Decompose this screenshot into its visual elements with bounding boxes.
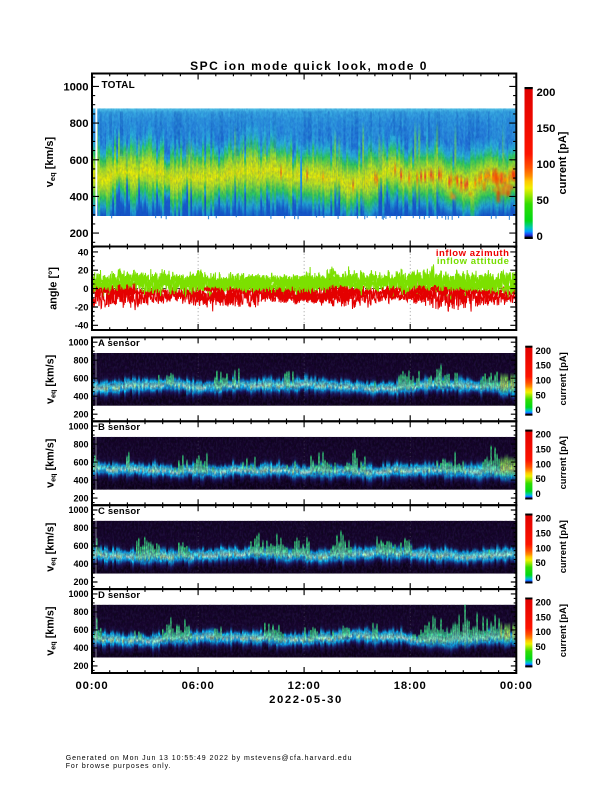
svg-text:-20: -20 [75, 302, 89, 313]
svg-text:800: 800 [73, 439, 88, 449]
svg-text:veq [km/s]: veq [km/s] [45, 523, 58, 572]
svg-text:A sensor: A sensor [98, 338, 140, 349]
svg-text:00:00: 00:00 [500, 680, 533, 692]
svg-text:inflow attitude: inflow attitude [437, 256, 510, 267]
svg-text:800: 800 [73, 355, 88, 365]
svg-text:06:00: 06:00 [182, 680, 215, 692]
svg-text:400: 400 [70, 191, 89, 203]
svg-text:600: 600 [73, 457, 88, 467]
svg-text:SPC ion mode quick look, mode: SPC ion mode quick look, mode 0 [190, 59, 428, 73]
svg-text:200: 200 [70, 228, 89, 240]
svg-text:200: 200 [73, 493, 88, 503]
svg-text:200: 200 [536, 430, 552, 440]
svg-text:400: 400 [73, 475, 88, 485]
svg-text:150: 150 [536, 612, 552, 622]
svg-text:0: 0 [536, 573, 541, 583]
svg-text:100: 100 [536, 459, 552, 469]
svg-text:100: 100 [536, 543, 552, 553]
svg-text:current [pA]: current [pA] [558, 604, 568, 657]
svg-text:veq [km/s]: veq [km/s] [45, 355, 58, 404]
svg-text:current [pA]: current [pA] [558, 520, 568, 573]
svg-text:veq [km/s]: veq [km/s] [45, 606, 58, 655]
svg-text:20: 20 [78, 266, 89, 277]
svg-text:200: 200 [73, 577, 88, 587]
svg-text:2022-05-30: 2022-05-30 [269, 694, 343, 706]
svg-text:0: 0 [536, 657, 541, 667]
svg-text:150: 150 [536, 361, 552, 371]
svg-text:200: 200 [536, 346, 552, 356]
svg-text:1000: 1000 [68, 589, 88, 599]
svg-text:50: 50 [536, 642, 546, 652]
svg-text:50: 50 [536, 558, 546, 568]
svg-text:18:00: 18:00 [394, 680, 427, 692]
svg-text:B sensor: B sensor [98, 422, 140, 433]
svg-text:Generated on Mon Jun 13 10:55:: Generated on Mon Jun 13 10:55:49 2022 by… [66, 755, 353, 762]
svg-text:1000: 1000 [68, 421, 88, 431]
svg-text:1000: 1000 [63, 81, 88, 93]
svg-text:veq [km/s]: veq [km/s] [45, 439, 58, 488]
svg-text:800: 800 [73, 523, 88, 533]
svg-text:C sensor: C sensor [98, 506, 140, 517]
svg-text:600: 600 [70, 155, 89, 167]
svg-text:200: 200 [73, 661, 88, 671]
svg-text:50: 50 [536, 390, 546, 400]
svg-text:600: 600 [73, 373, 88, 383]
svg-text:0: 0 [536, 489, 541, 499]
svg-text:40: 40 [78, 247, 89, 258]
svg-text:0: 0 [83, 284, 88, 295]
svg-text:angle [°]: angle [°] [48, 267, 60, 310]
svg-text:00:00: 00:00 [76, 680, 109, 692]
svg-text:current [pA]: current [pA] [557, 131, 569, 194]
svg-text:200: 200 [73, 409, 88, 419]
svg-text:600: 600 [73, 625, 88, 635]
svg-text:0: 0 [536, 405, 541, 415]
svg-text:200: 200 [536, 514, 552, 524]
svg-text:400: 400 [73, 559, 88, 569]
svg-text:D sensor: D sensor [98, 590, 140, 601]
svg-text:0: 0 [537, 231, 543, 243]
svg-text:200: 200 [537, 87, 556, 99]
svg-text:-40: -40 [75, 321, 89, 332]
svg-text:150: 150 [536, 445, 552, 455]
svg-text:200: 200 [536, 598, 552, 608]
svg-text:TOTAL: TOTAL [102, 80, 135, 91]
svg-text:400: 400 [73, 643, 88, 653]
svg-text:600: 600 [73, 541, 88, 551]
svg-text:For browse purposes only.: For browse purposes only. [66, 763, 172, 770]
svg-text:current [pA]: current [pA] [558, 436, 568, 489]
svg-text:12:00: 12:00 [288, 680, 321, 692]
svg-text:400: 400 [73, 391, 88, 401]
svg-text:100: 100 [536, 376, 552, 386]
svg-text:1000: 1000 [68, 505, 88, 515]
svg-text:50: 50 [536, 474, 546, 484]
svg-text:50: 50 [537, 195, 550, 207]
svg-text:150: 150 [536, 529, 552, 539]
svg-text:100: 100 [536, 627, 552, 637]
svg-text:current [pA]: current [pA] [558, 352, 568, 405]
svg-text:veq [km/s]: veq [km/s] [44, 136, 57, 187]
svg-text:1000: 1000 [68, 337, 88, 347]
svg-text:800: 800 [73, 607, 88, 617]
svg-text:inflow azimuth: inflow azimuth [436, 248, 510, 259]
svg-text:100: 100 [537, 159, 556, 171]
svg-text:800: 800 [70, 118, 89, 130]
svg-text:150: 150 [537, 123, 556, 135]
